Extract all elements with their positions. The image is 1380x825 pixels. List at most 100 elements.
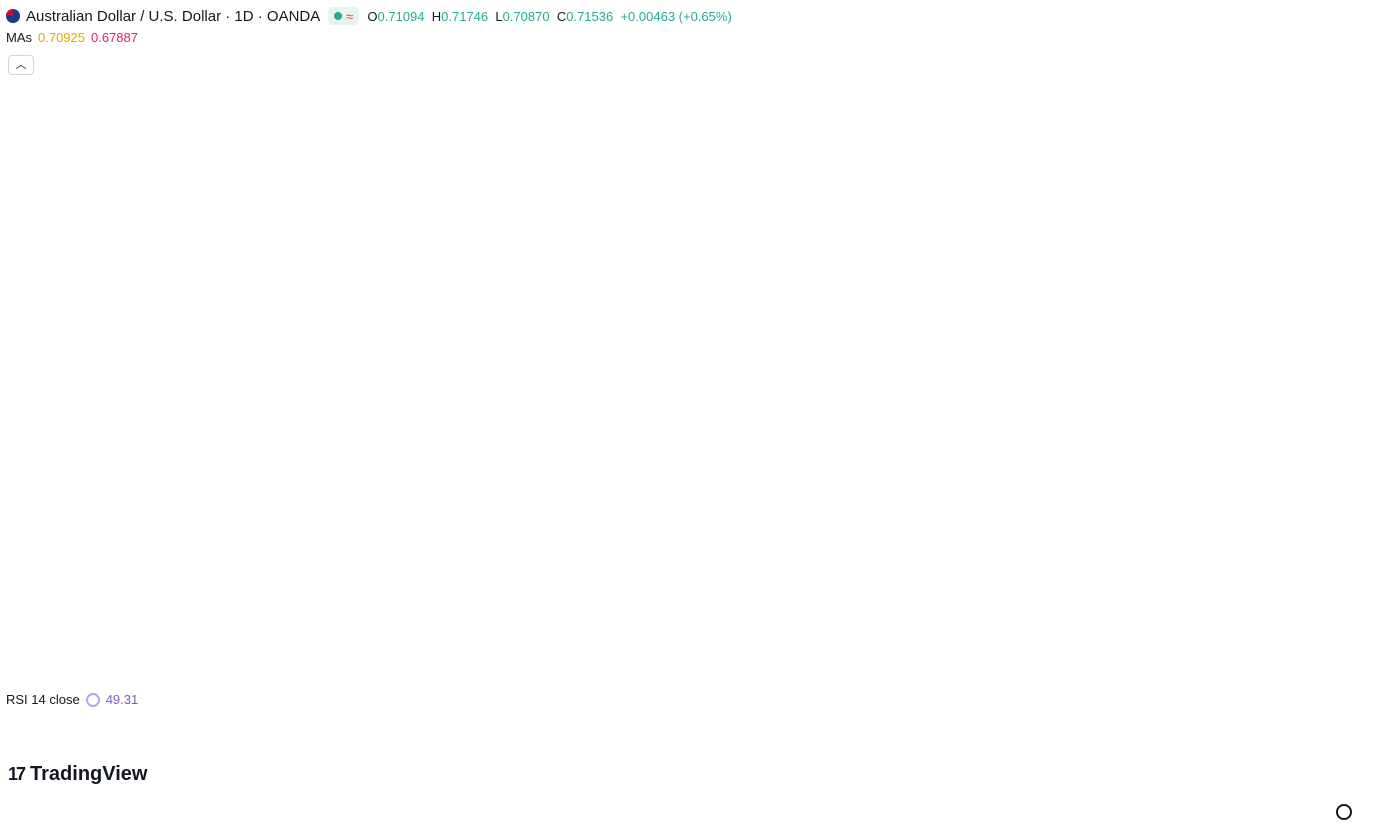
candle bbox=[722, 197, 731, 284]
candle bbox=[647, 223, 656, 297]
candle-body bbox=[547, 214, 556, 254]
candle bbox=[585, 231, 594, 282]
candle bbox=[1020, 124, 1029, 163]
time-tick-label: Apr bbox=[790, 804, 812, 820]
candle bbox=[149, 533, 158, 564]
candle-body bbox=[722, 201, 731, 275]
candle bbox=[535, 175, 544, 323]
candle-body bbox=[1020, 128, 1029, 155]
candle bbox=[12, 535, 21, 569]
candle bbox=[883, 305, 892, 349]
candle-body bbox=[983, 137, 992, 168]
candle-body bbox=[174, 494, 183, 524]
candle bbox=[709, 197, 718, 258]
current-price-badge-bg bbox=[1306, 132, 1378, 167]
settings-circle-icon bbox=[85, 692, 100, 707]
candle-body bbox=[1095, 154, 1104, 168]
candle-body bbox=[1245, 55, 1253, 73]
candle-body bbox=[622, 137, 631, 176]
price-badge: 0.67887 bbox=[1316, 449, 1367, 465]
candle-body bbox=[1083, 141, 1092, 168]
candle-body bbox=[1319, 128, 1328, 189]
candle-body bbox=[672, 205, 681, 232]
candle bbox=[49, 512, 58, 543]
candle bbox=[610, 167, 619, 215]
channel-line bbox=[800, 22, 1001, 353]
grid bbox=[0, 15, 1305, 621]
candle-body bbox=[236, 283, 245, 340]
candle-body bbox=[1157, 102, 1166, 125]
candle-body bbox=[224, 339, 233, 370]
candle bbox=[236, 279, 245, 357]
candle bbox=[323, 283, 332, 340]
candle bbox=[834, 326, 843, 400]
candle-body bbox=[1207, 55, 1216, 77]
levels bbox=[0, 34, 1300, 627]
candle bbox=[99, 533, 108, 562]
zone-support bbox=[0, 457, 1300, 489]
candle bbox=[473, 188, 482, 245]
candle-body bbox=[1307, 128, 1316, 142]
ma-legend[interactable]: MAs 0.70925 0.67887 bbox=[6, 30, 138, 45]
candle-body bbox=[62, 516, 71, 525]
level-label: 0.7278 May highs bbox=[1181, 14, 1296, 30]
candle bbox=[62, 499, 71, 530]
candle-body bbox=[1033, 124, 1042, 129]
candle-body bbox=[460, 205, 469, 237]
price-badge: 0.70925 bbox=[1316, 187, 1367, 203]
zone-labels: June 2022 Extremes 0.72 to 0.7230 2023 Hi… bbox=[550, 14, 1298, 624]
candle bbox=[311, 270, 320, 297]
candle-body bbox=[1232, 72, 1241, 94]
zone-label: June 2022 Extremes 0.72 to 0.7230 bbox=[680, 81, 910, 97]
candle bbox=[921, 201, 930, 250]
candle-body bbox=[435, 205, 444, 228]
candle-body bbox=[1045, 124, 1054, 163]
candle bbox=[784, 382, 793, 418]
price-tick-label: 0.68000 bbox=[1316, 439, 1367, 455]
market-status-pill[interactable]: ≈ bbox=[328, 7, 360, 25]
gear-icon[interactable] bbox=[1336, 804, 1352, 820]
price-badge: 0.69426 bbox=[1316, 316, 1367, 332]
price-tick-label: 0.70000 bbox=[1316, 267, 1367, 283]
price-tick-label: 0.66000 bbox=[1316, 612, 1367, 628]
zone-support bbox=[0, 591, 1300, 622]
candle-body bbox=[1132, 115, 1141, 176]
candle-body bbox=[348, 201, 357, 288]
candle-body bbox=[161, 523, 170, 536]
candle bbox=[273, 253, 282, 323]
candle-body bbox=[24, 549, 33, 562]
candle-body bbox=[323, 287, 332, 336]
rsi-legend[interactable]: RSI 14 close 49.31 bbox=[6, 692, 139, 707]
ma50-line bbox=[3, 194, 1262, 651]
candle bbox=[435, 195, 444, 232]
time-tick-label: 2026 bbox=[8, 804, 39, 820]
candle-body bbox=[136, 546, 145, 556]
channel bbox=[800, 22, 1001, 461]
time-tick-label: Feb bbox=[266, 804, 290, 820]
candle-body bbox=[87, 537, 96, 556]
candle-body bbox=[361, 201, 370, 211]
candle-body bbox=[1332, 142, 1341, 181]
candle bbox=[348, 197, 357, 293]
ma50-label: MA 50 bbox=[1179, 167, 1220, 183]
candle-body bbox=[1108, 154, 1117, 163]
rsi-band bbox=[0, 704, 1300, 773]
level-label-bg bbox=[550, 316, 738, 333]
candle bbox=[560, 197, 569, 267]
candle-body bbox=[473, 205, 482, 222]
level-label: December lows 0.65930 bbox=[1169, 610, 1299, 624]
ma200-value: 0.67887 bbox=[91, 30, 138, 45]
ma200-label: MA 200 bbox=[1206, 429, 1255, 445]
candle-body bbox=[697, 214, 706, 250]
price-badge-bg bbox=[1306, 447, 1378, 468]
time-tick-label: Mar bbox=[515, 804, 539, 820]
change-readout: +0.00463 (+0.65%) bbox=[620, 8, 732, 24]
time-axis: 2026 Feb Mar Apr May bbox=[0, 796, 1380, 820]
candle-body bbox=[37, 533, 46, 550]
candle-body bbox=[261, 262, 270, 271]
collapse-legend-button[interactable]: ︿ bbox=[8, 55, 34, 75]
candle bbox=[796, 391, 805, 418]
price-badge-bg bbox=[1306, 314, 1378, 335]
symbol-title[interactable]: Australian Dollar / U.S. Dollar · 1D · O… bbox=[26, 7, 321, 25]
